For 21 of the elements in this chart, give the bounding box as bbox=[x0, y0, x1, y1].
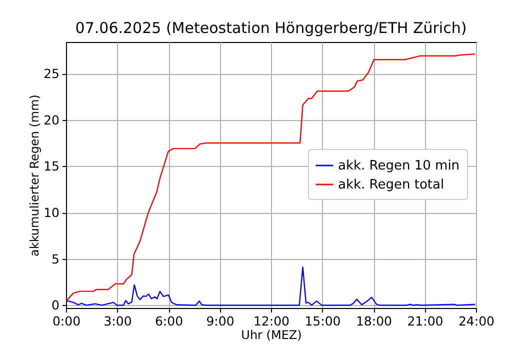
y-axis-title: akkumulierter Regen (mm) bbox=[28, 94, 42, 256]
x-axis-title: Uhr (MEZ) bbox=[241, 328, 302, 342]
x-tick-label: 24:00 bbox=[458, 314, 495, 328]
y-tick-label: 20 bbox=[44, 112, 60, 128]
line-series bbox=[66, 53, 476, 302]
x-tick-label: 9:00 bbox=[206, 314, 234, 328]
x-tick-label: 6:00 bbox=[154, 314, 184, 328]
x-tick-label: 3:00 bbox=[104, 314, 132, 328]
y-tick-label: 25 bbox=[44, 66, 60, 82]
y-tick-label: 10 bbox=[44, 205, 60, 220]
chart-title: 07.06.2025 (Meteostation Hönggerberg/ETH Zürich) bbox=[75, 19, 467, 37]
x-tick-label: 18:00 bbox=[356, 314, 392, 328]
x-tick-label: 15:00 bbox=[304, 314, 341, 328]
x-tick-label: 12:00 bbox=[253, 314, 290, 328]
y-tick-label: 0 bbox=[52, 298, 60, 313]
x-tick-label: 0:00 bbox=[52, 314, 81, 328]
legend-label: akk. Regen total bbox=[338, 178, 444, 192]
x-tick-label: 21:00 bbox=[407, 314, 444, 328]
y-tick-label: 15 bbox=[44, 158, 60, 174]
legend-label: akk. Regen 10 min bbox=[338, 158, 460, 174]
y-tick-label: 5 bbox=[52, 251, 60, 266]
